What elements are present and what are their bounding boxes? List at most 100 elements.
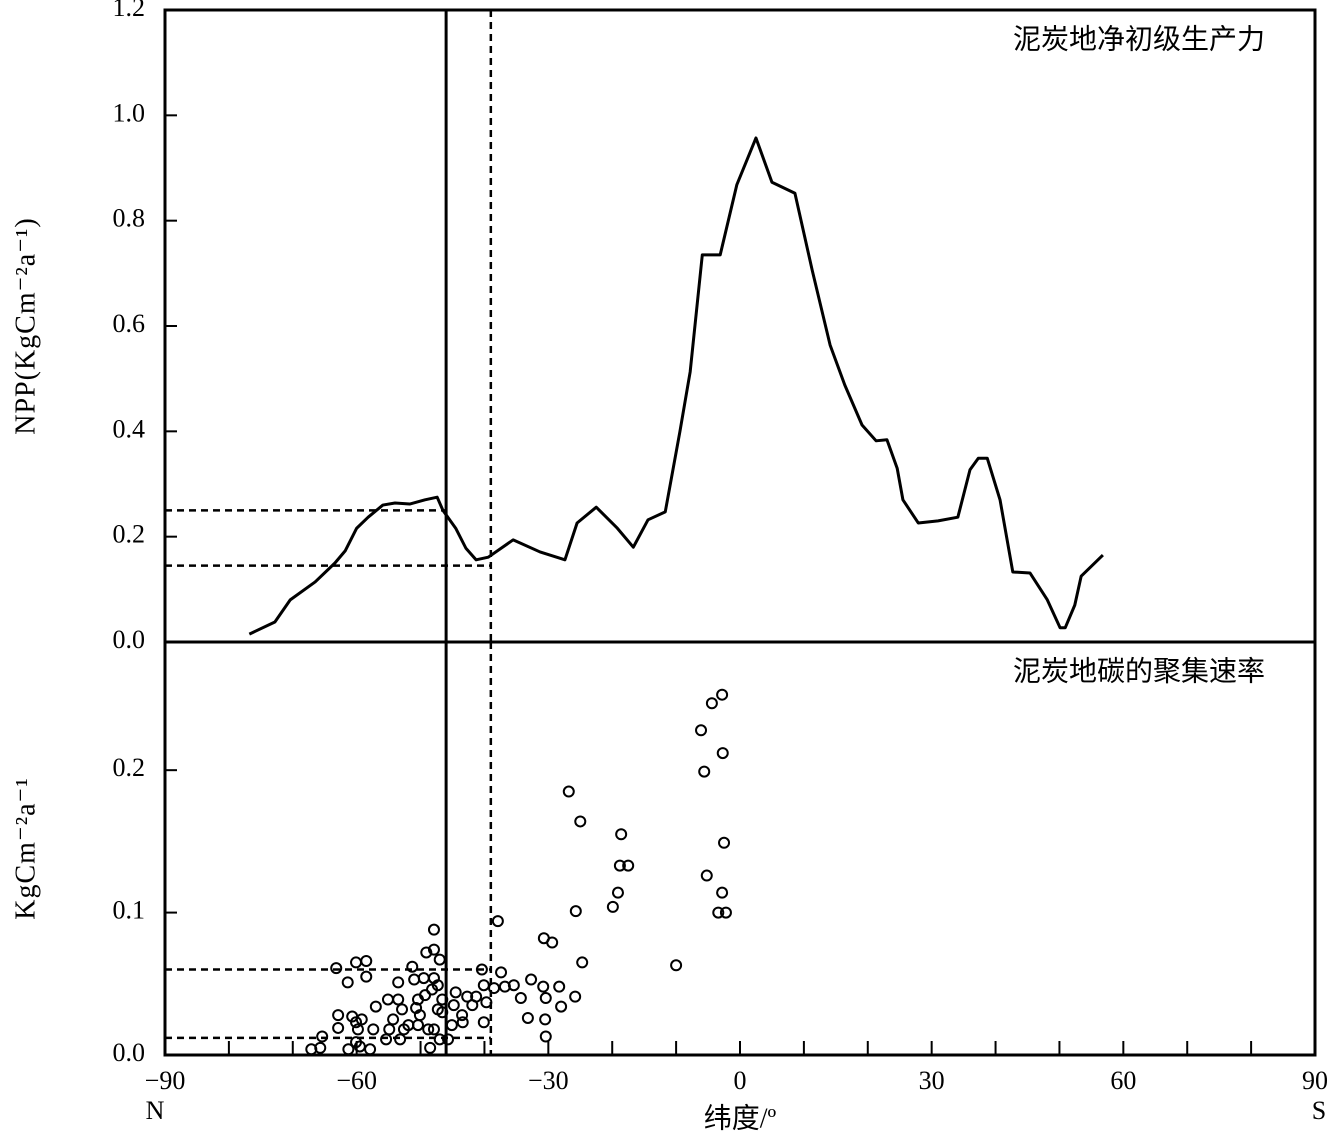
x-tick-label: 90 (1302, 1066, 1328, 1095)
annotation: 泥炭地净初级生产力 (1013, 23, 1265, 55)
scatter-point (422, 1023, 435, 1036)
x-tick-label: −60 (336, 1066, 377, 1095)
scatter-point (449, 986, 462, 999)
x-tick-label: 0 (734, 1066, 747, 1095)
scatter-point (521, 1011, 534, 1024)
npp-line (248, 136, 1104, 636)
y-tick-label: 1.2 (113, 0, 146, 22)
scatter-point (364, 1043, 377, 1056)
scatter-point (360, 970, 373, 983)
scatter-point (424, 1041, 437, 1054)
scatter-point (360, 955, 373, 968)
scatter-point (553, 980, 566, 993)
scatter-point (436, 993, 449, 1006)
scatter-point (369, 1000, 382, 1013)
scatter-point (367, 1023, 380, 1036)
scatter-point (396, 1003, 409, 1016)
scatter-point (427, 923, 440, 936)
scatter-point (562, 785, 575, 798)
scatter-point (316, 1030, 329, 1043)
scatter-point (569, 990, 582, 1003)
scatter-point (718, 836, 731, 849)
y-tick-label: 0.2 (113, 520, 146, 549)
scatter-point (392, 976, 405, 989)
scatter-point (470, 990, 483, 1003)
x-left-label: N (146, 1096, 165, 1125)
scatter-point (392, 993, 405, 1006)
scatter-point (431, 979, 444, 992)
scatter-point (350, 956, 363, 969)
scatter-point (436, 1006, 449, 1019)
scatter-point (477, 979, 490, 992)
scatter-point (514, 992, 527, 1005)
scatter-point (525, 973, 538, 986)
scatter-point (445, 1019, 458, 1032)
scatter-point (546, 936, 559, 949)
y-tick-label: 0.6 (113, 309, 146, 338)
scatter-point (670, 959, 683, 972)
scatter-point (477, 1016, 490, 1029)
scatter-point (695, 724, 708, 737)
scatter-point (507, 979, 520, 992)
scatter-point (380, 1033, 393, 1046)
scatter-point (698, 765, 711, 778)
y-tick-label: 0.8 (113, 204, 146, 233)
x-right-label: S (1312, 1096, 1326, 1125)
x-tick-label: 30 (919, 1066, 945, 1095)
scatter-point (576, 956, 589, 969)
scatter-point (719, 906, 732, 919)
y-tick-label: 0.1 (113, 896, 146, 925)
y-tick-label: 0.2 (113, 753, 146, 782)
scatter-point (381, 993, 394, 1006)
annotation: 泥炭地碳的聚集速率 (1013, 655, 1265, 687)
scatter-point (332, 1009, 345, 1022)
scatter-point (475, 963, 488, 976)
scatter-point (350, 1016, 363, 1029)
scatter-point (433, 1033, 446, 1046)
scatter-point (622, 859, 635, 872)
scatter-point (491, 915, 504, 928)
scatter-point (427, 943, 440, 956)
scatter-point (488, 982, 501, 995)
y-tick-label: 0.0 (113, 625, 146, 654)
scatter-point (417, 972, 430, 985)
scatter-point (495, 966, 508, 979)
x-tick-label: −90 (145, 1066, 186, 1095)
scatter-point (412, 1019, 424, 1032)
scatter-point (383, 1023, 396, 1036)
scatter-point (705, 697, 718, 710)
scatter-point (433, 953, 446, 966)
y-axis-label: KgCm⁻²a⁻¹ (10, 777, 41, 919)
scatter-point (537, 980, 550, 993)
scatter-point (574, 815, 587, 828)
scatter-point (461, 990, 474, 1003)
scatter-point (341, 976, 354, 989)
scatter-point (408, 973, 421, 986)
y-axis-label: NPP(KgCm⁻²a⁻¹) (10, 217, 41, 434)
scatter-point (419, 989, 432, 1002)
scatter-point (539, 1013, 552, 1026)
scatter-point (387, 1013, 400, 1026)
scatter-point (394, 1033, 407, 1046)
scatter-point (539, 992, 552, 1005)
scatter-point (456, 1016, 469, 1029)
scatter-point (611, 886, 624, 899)
scatter-point (456, 1009, 469, 1022)
scatter-point (330, 962, 343, 975)
scatter-point (406, 960, 419, 973)
scatter-point (351, 1023, 364, 1036)
scatter-point (480, 996, 493, 1009)
y-tick-label: 0.0 (113, 1038, 146, 1067)
y-tick-label: 0.4 (113, 414, 146, 443)
scatter-point (447, 999, 460, 1012)
scatter-point (442, 1033, 455, 1046)
scatter-point (716, 688, 729, 701)
x-tick-label: 60 (1110, 1066, 1136, 1095)
scatter-point (539, 1030, 552, 1043)
scatter-point (555, 1000, 568, 1013)
scatter-point (314, 1041, 327, 1054)
scatter-point (712, 906, 725, 919)
scatter-point (420, 946, 433, 959)
scatter-point (569, 905, 582, 918)
